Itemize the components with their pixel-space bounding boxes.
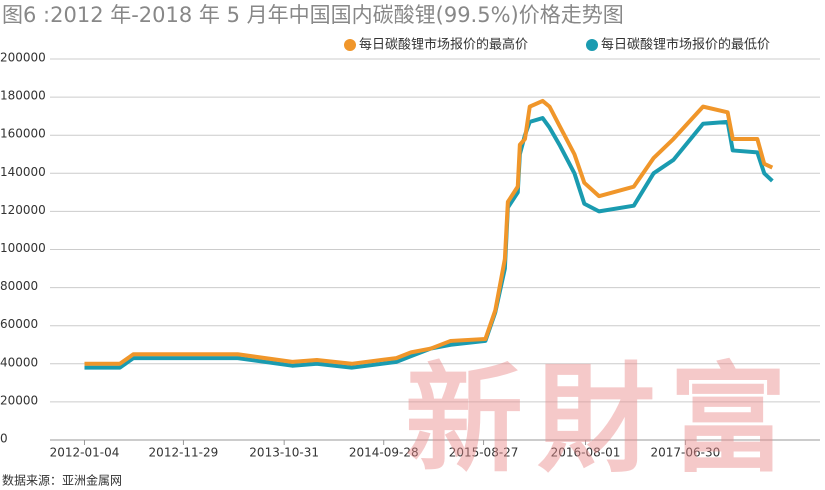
watermark: 新財富 [405, 350, 801, 489]
x-tick-label: 2012-01-04 [50, 446, 120, 460]
legend-marker [344, 39, 356, 51]
chart-title: 图6 :2012 年-2018 年 5 月年中国国内碳酸锂(99.5%)价格走势… [2, 3, 624, 27]
x-tick-label: 2016-08-01 [551, 446, 621, 460]
y-tick-label: 160000 [0, 127, 46, 141]
y-tick-label: 40000 [0, 355, 38, 369]
x-tick-label: 2014-09-28 [349, 446, 419, 460]
y-tick-label: 100000 [0, 241, 46, 255]
x-tick-label: 2015-08-27 [449, 446, 519, 460]
y-tick-label: 80000 [0, 279, 38, 293]
y-tick-label: 120000 [0, 203, 46, 217]
line-series [84, 98, 774, 366]
y-tick-label: 20000 [0, 393, 38, 407]
x-tick-label: 2013-10-31 [249, 446, 319, 460]
legend-marker [586, 39, 598, 51]
y-tick-label: 180000 [0, 89, 46, 103]
y-tick-label: 140000 [0, 165, 46, 179]
legend-label: 每日碳酸锂市场报价的最高价 [359, 37, 528, 53]
y-tick-label: 60000 [0, 317, 38, 331]
y-tick-label: 200000 [0, 51, 46, 65]
line-series [84, 116, 774, 370]
x-tick-label: 2017-06-30 [650, 446, 720, 460]
x-tick-label: 2012-11-29 [149, 446, 219, 460]
y-tick-label: 0 [0, 432, 8, 446]
legend-label: 每日碳酸锂市场报价的最低价 [601, 37, 770, 53]
source: 数据来源：亚洲金属网 [2, 473, 122, 488]
